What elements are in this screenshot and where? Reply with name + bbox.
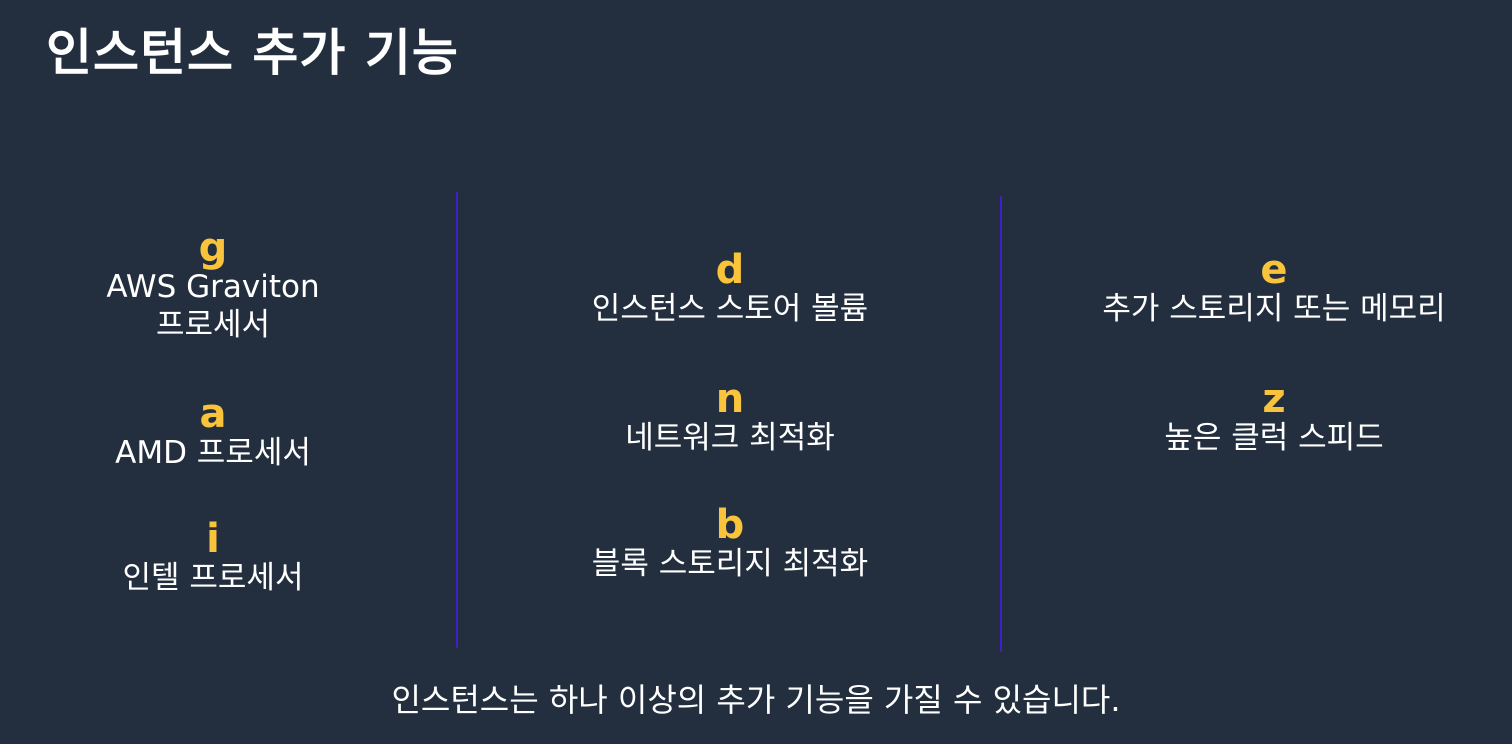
feature-amd: a AMD 프로세서 xyxy=(60,394,366,472)
column-divider xyxy=(456,192,458,648)
feature-instance-store: d 인스턴스 스토어 볼륨 xyxy=(540,250,920,328)
feature-code: z xyxy=(1262,376,1286,422)
feature-description: 추가 스토리지 또는 메모리 xyxy=(1102,291,1446,327)
feature-description: 네트워크 최적화 xyxy=(625,420,835,456)
feature-code: a xyxy=(199,391,227,437)
feature-extra-storage-memory: e 추가 스토리지 또는 메모리 xyxy=(1060,250,1488,328)
feature-code: e xyxy=(1260,247,1288,293)
slide-footer-note: 인스턴스는 하나 이상의 추가 기능을 가질 수 있습니다. xyxy=(391,681,1121,719)
feature-network-optimized: n 네트워크 최적화 xyxy=(540,379,920,457)
feature-description: 높은 클럭 스피드 xyxy=(1164,420,1384,456)
feature-intel: i 인텔 프로세서 xyxy=(60,519,366,597)
feature-code: d xyxy=(715,247,745,293)
feature-description: 블록 스토리지 최적화 xyxy=(591,546,869,582)
feature-graviton: g AWS Graviton 프로세서 xyxy=(60,228,366,344)
feature-description: 인스턴스 스토어 볼륨 xyxy=(591,291,869,327)
feature-description: AWS Graviton xyxy=(106,269,320,305)
feature-description: AMD 프로세서 xyxy=(115,435,311,471)
feature-code: n xyxy=(715,376,745,422)
feature-description: 프로세서 xyxy=(155,307,271,343)
feature-code: g xyxy=(198,225,228,271)
column-divider xyxy=(1000,196,1002,652)
feature-code: b xyxy=(715,502,745,548)
feature-description: 인텔 프로세서 xyxy=(122,560,304,596)
feature-high-clock-speed: z 높은 클럭 스피드 xyxy=(1060,379,1488,457)
feature-code: i xyxy=(206,516,220,562)
slide-title: 인스턴스 추가 기능 xyxy=(46,24,459,82)
feature-block-storage-optimized: b 블록 스토리지 최적화 xyxy=(540,505,920,583)
